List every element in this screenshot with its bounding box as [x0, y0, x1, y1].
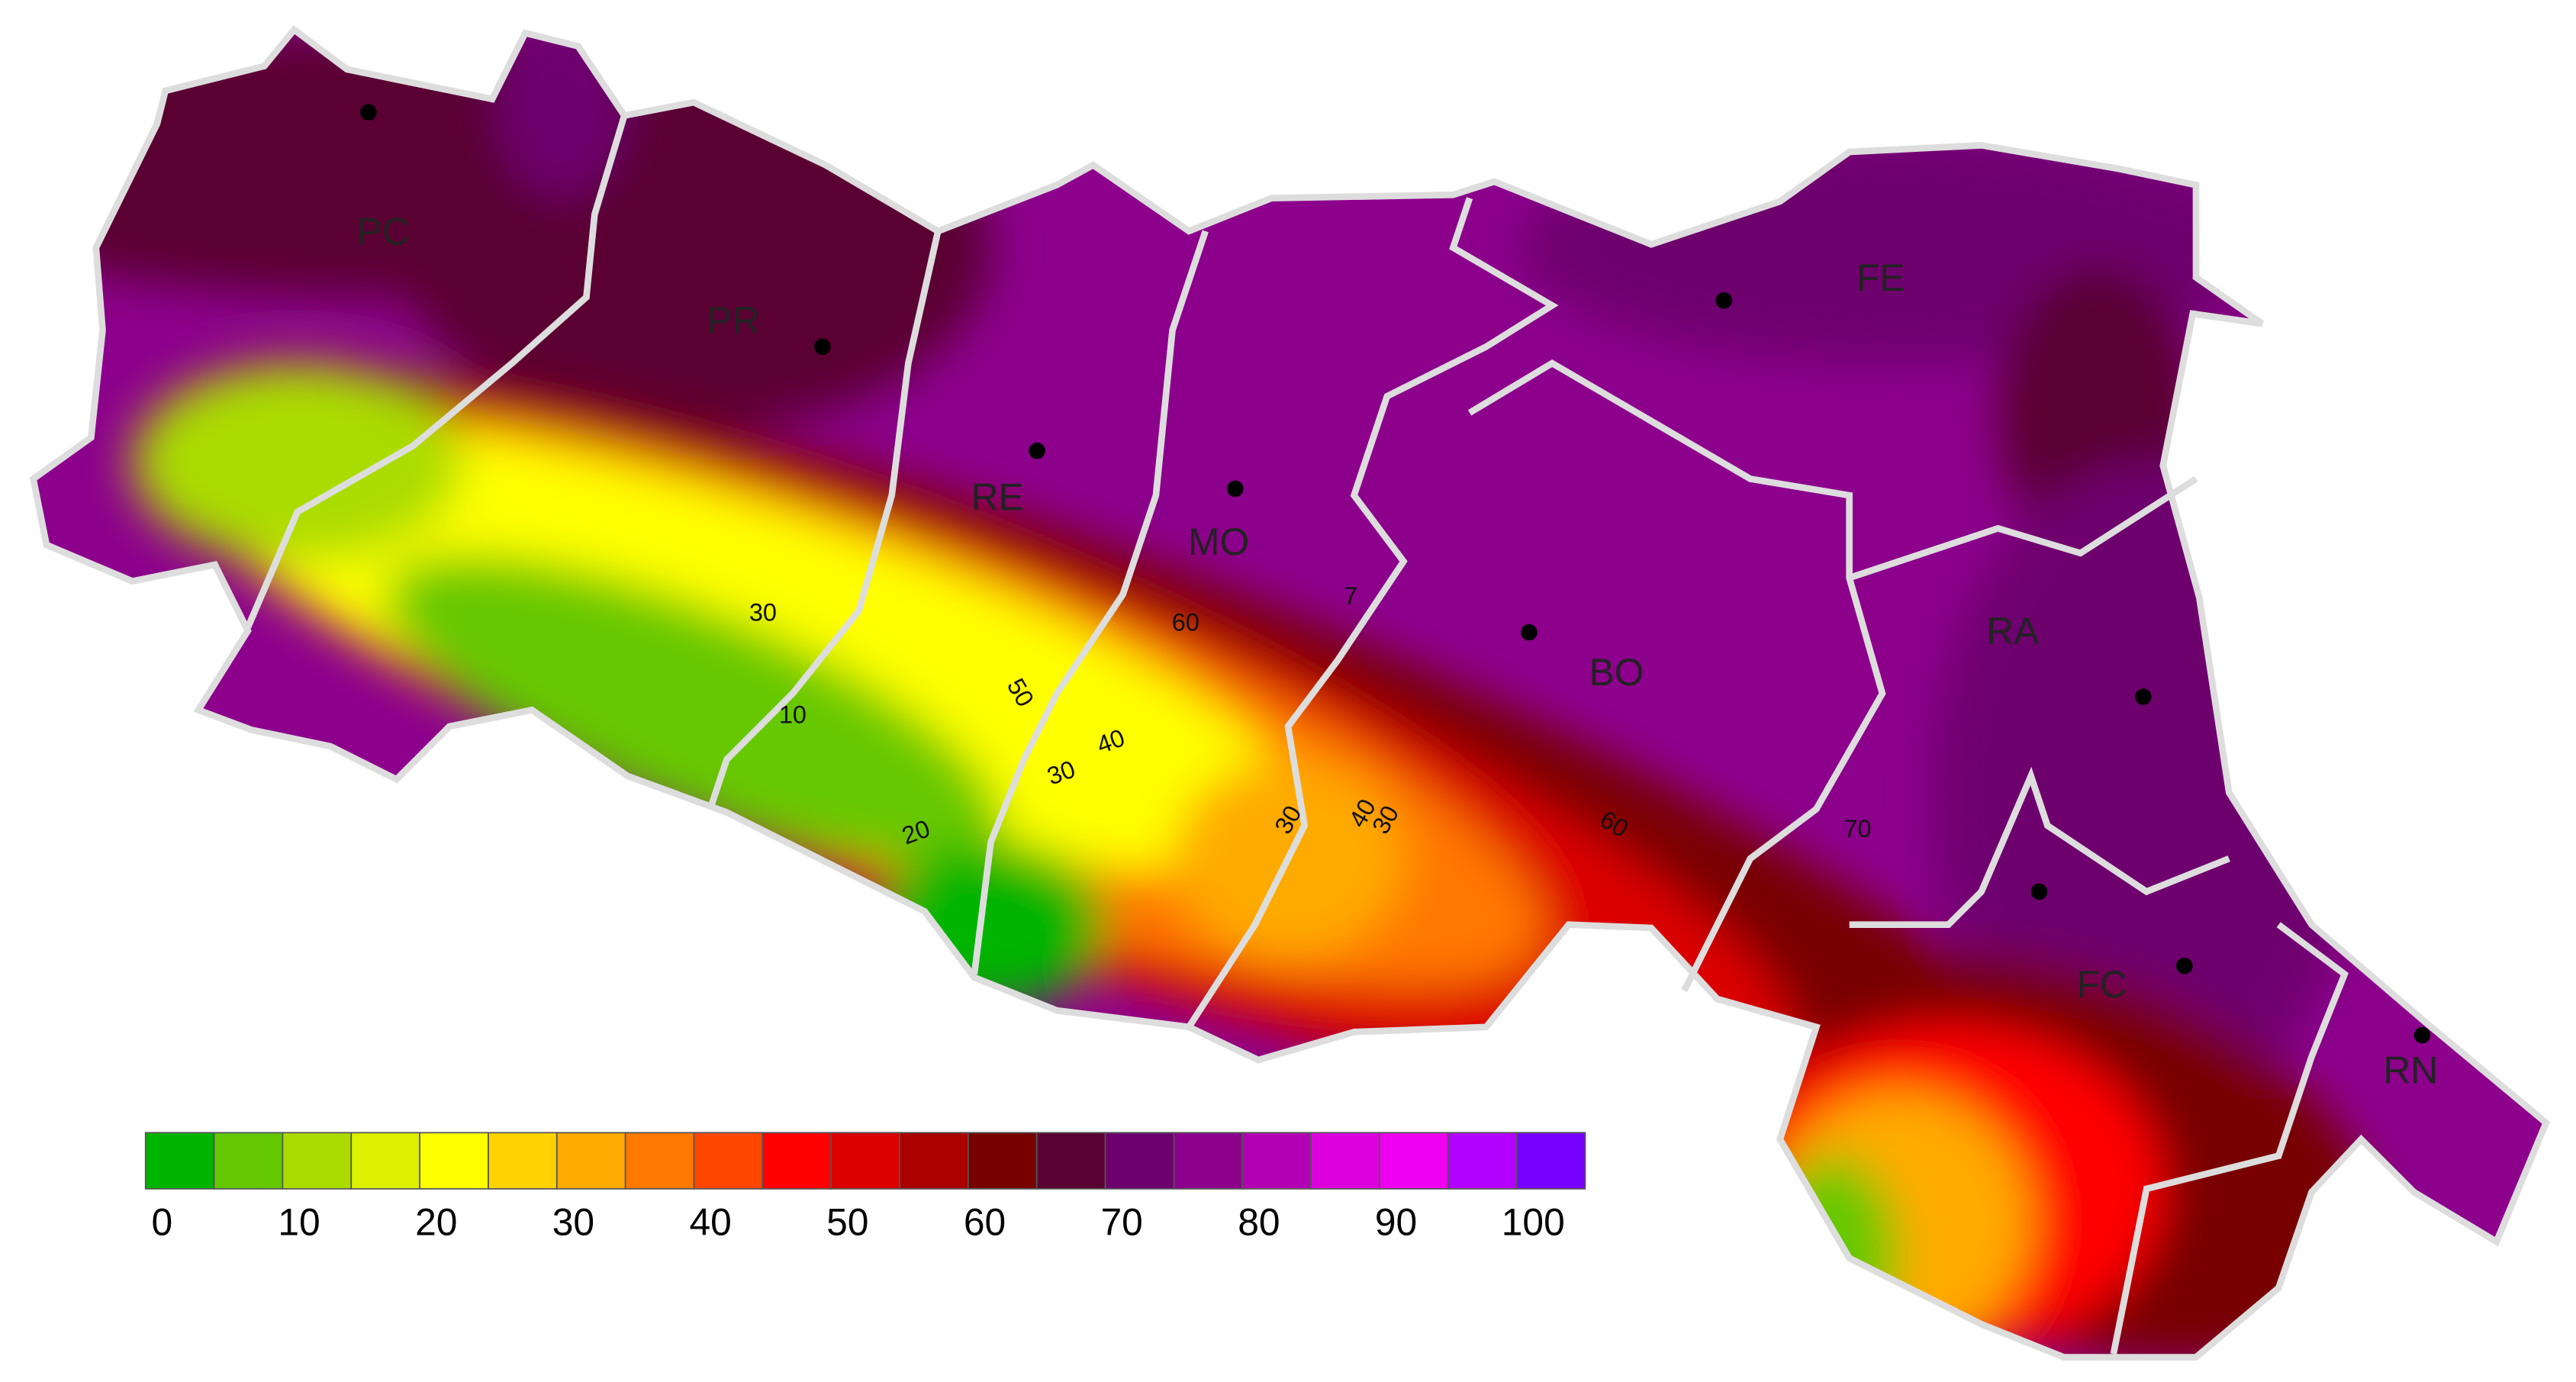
colorbar-tick-label: 0	[152, 1200, 173, 1243]
colorbar: 0 10 20 30 40 50 60 70 80 90 100	[144, 1132, 1586, 1243]
colorbar-tick-label: 100	[1502, 1200, 1565, 1243]
province-label: RE	[971, 476, 1024, 519]
colorbar-tick-label: 50	[826, 1200, 868, 1243]
contour-label: 30	[749, 598, 777, 626]
contour-label: 70	[1843, 815, 1871, 842]
colorbar-swatch	[1515, 1132, 1586, 1190]
colorbar-swatch	[1173, 1132, 1244, 1190]
colorbar-swatch	[1104, 1132, 1175, 1190]
colorbar-swatch	[967, 1132, 1038, 1190]
colorbar-swatch	[488, 1132, 558, 1190]
colorbar-swatch	[1241, 1132, 1312, 1190]
colorbar-swatch	[419, 1132, 489, 1190]
colorbar-tick-label: 60	[964, 1200, 1006, 1243]
province-label: PR	[707, 299, 759, 342]
colorbar-tick-label: 40	[689, 1200, 731, 1243]
colorbar-swatch	[1035, 1132, 1106, 1190]
capital-dots	[360, 104, 2431, 1044]
colorbar-swatch	[1379, 1132, 1449, 1190]
province-label: RN	[2383, 1049, 2438, 1092]
colorbar-swatch	[350, 1132, 420, 1190]
boundaries	[34, 30, 2546, 1358]
colorbar-swatch	[624, 1132, 695, 1190]
colorbar-swatch	[213, 1132, 284, 1190]
colorbar-swatch	[899, 1132, 969, 1190]
contour-label: 60	[1172, 608, 1199, 636]
province-label: PC	[357, 210, 410, 253]
province-label: RA	[1986, 610, 2040, 652]
contour-label: 10	[779, 701, 807, 729]
colorbar-swatch	[830, 1132, 900, 1190]
colorbar-swatch	[762, 1132, 832, 1190]
contour-label: 7	[1344, 582, 1357, 610]
province-label: FC	[2077, 963, 2127, 1006]
colorbar-swatch	[693, 1132, 764, 1190]
colorbar-tick-label: 10	[278, 1200, 320, 1243]
colorbar-swatch	[555, 1132, 626, 1190]
colorbar-tick-label: 20	[415, 1200, 457, 1243]
colorbar-tick-label: 90	[1375, 1200, 1417, 1243]
colorbar-swatch	[1310, 1132, 1380, 1190]
province-label: FE	[1856, 256, 1905, 299]
province-label: MO	[1188, 520, 1249, 563]
province-label: BO	[1589, 651, 1644, 694]
colorbar-tick-label: 30	[552, 1200, 594, 1243]
colorbar-swatch	[144, 1132, 215, 1190]
colorbar-tick-label: 70	[1101, 1200, 1143, 1243]
colorbar-tick-label: 80	[1238, 1200, 1280, 1243]
colorbar-swatch	[282, 1132, 353, 1190]
colorbar-swatch	[1447, 1132, 1518, 1190]
